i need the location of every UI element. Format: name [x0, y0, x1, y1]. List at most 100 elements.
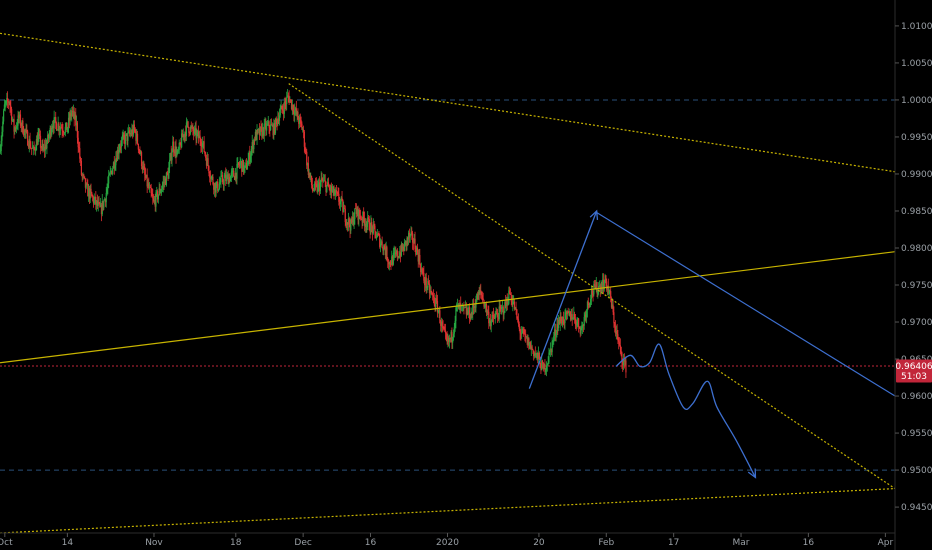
- candle-body: [271, 125, 273, 127]
- candle-body: [156, 191, 159, 200]
- candle-body: [410, 232, 412, 235]
- candle-body: [416, 247, 418, 255]
- candle-body: [530, 346, 532, 349]
- candle-body: [184, 132, 186, 138]
- candle-body: [193, 128, 196, 134]
- candle-body: [108, 173, 111, 176]
- candle-body: [86, 183, 88, 185]
- candle-body: [429, 290, 431, 294]
- candle-body: [525, 336, 528, 338]
- candles: [0, 89, 627, 378]
- candle-body: [286, 95, 289, 98]
- candle-body: [433, 297, 435, 305]
- candle-body: [305, 151, 307, 152]
- candle-body: [166, 172, 168, 174]
- candle-body: [26, 129, 28, 132]
- candle-body: [401, 244, 403, 250]
- candle-body: [422, 272, 424, 274]
- candle-body: [618, 340, 620, 343]
- candle-body: [284, 101, 286, 104]
- candle-body: [266, 124, 268, 131]
- candle-body: [537, 352, 540, 359]
- candle-body: [594, 285, 597, 290]
- candle-body: [100, 205, 103, 215]
- candle-body: [592, 293, 594, 295]
- candle-body: [559, 316, 561, 324]
- candle-body: [75, 114, 77, 126]
- candle-body: [12, 119, 14, 120]
- candle-body: [88, 188, 91, 199]
- candle-body: [404, 240, 406, 243]
- candle-body: [387, 259, 389, 262]
- last-price-badge: 0.96406: [895, 362, 932, 372]
- candle-body: [503, 312, 505, 315]
- candle-body: [440, 323, 442, 326]
- candle-body: [487, 311, 489, 313]
- candle-body: [353, 219, 355, 225]
- candle-body: [168, 167, 170, 179]
- candle-body: [304, 146, 306, 152]
- candle-body: [317, 184, 319, 193]
- candle-body: [363, 218, 366, 226]
- projection-drawing[interactable]: [528, 209, 757, 479]
- candle-body: [420, 265, 422, 272]
- candle-body: [435, 298, 437, 307]
- candle-body: [165, 172, 168, 185]
- candle-body: [134, 128, 136, 132]
- candle-body: [348, 218, 350, 225]
- candle-body: [116, 149, 119, 161]
- candle-body: [291, 104, 293, 109]
- candle-body: [149, 187, 151, 188]
- candle-body: [371, 226, 374, 234]
- candle-body: [399, 252, 402, 256]
- candle-body: [609, 291, 611, 293]
- candle-body: [604, 275, 606, 283]
- candle-body: [521, 328, 524, 334]
- candle-body: [329, 188, 331, 192]
- candle-body: [205, 154, 207, 158]
- candle-body: [13, 119, 15, 132]
- candle-body: [342, 200, 344, 213]
- candle-body: [137, 143, 139, 150]
- candle-body: [152, 196, 154, 199]
- candle-body: [297, 111, 299, 120]
- time-axis[interactable]: Oct 14 Nov 18 Dec 16 2020 20 Feb 17 Mar 16 Apr: [0, 533, 893, 548]
- candle-body: [513, 301, 516, 310]
- candle-body: [582, 324, 584, 328]
- candle-body: [120, 146, 122, 148]
- candle-body: [142, 166, 144, 170]
- candle-body: [544, 364, 546, 373]
- candle-body: [589, 302, 591, 306]
- candle-body: [227, 174, 229, 185]
- candle-body: [108, 175, 110, 184]
- candle-body: [427, 281, 429, 288]
- candle-body: [49, 127, 51, 135]
- candle-body: [514, 307, 516, 310]
- candle-body: [448, 337, 450, 342]
- candle-body: [617, 334, 619, 341]
- candle-body: [220, 175, 222, 183]
- candle-body: [274, 123, 276, 134]
- candle-body: [225, 175, 228, 181]
- candle-body: [96, 200, 98, 205]
- candle-body: [306, 163, 309, 166]
- candle-body: [119, 146, 121, 151]
- candle-body: [538, 352, 540, 359]
- candle-body: [484, 306, 486, 308]
- candle-body: [85, 183, 87, 188]
- candle-body: [124, 134, 127, 144]
- candle-body: [241, 160, 244, 172]
- candle-body: [596, 282, 598, 294]
- trendlines[interactable]: [0, 32, 896, 534]
- candle-body: [38, 134, 40, 136]
- candle-body: [230, 172, 232, 177]
- candle-body: [331, 186, 333, 192]
- candle-body: [79, 158, 82, 161]
- candle-body: [253, 139, 255, 150]
- candle-body: [489, 320, 491, 324]
- candle-body: [347, 222, 349, 225]
- candle-body: [92, 196, 94, 198]
- candle-body: [29, 139, 31, 148]
